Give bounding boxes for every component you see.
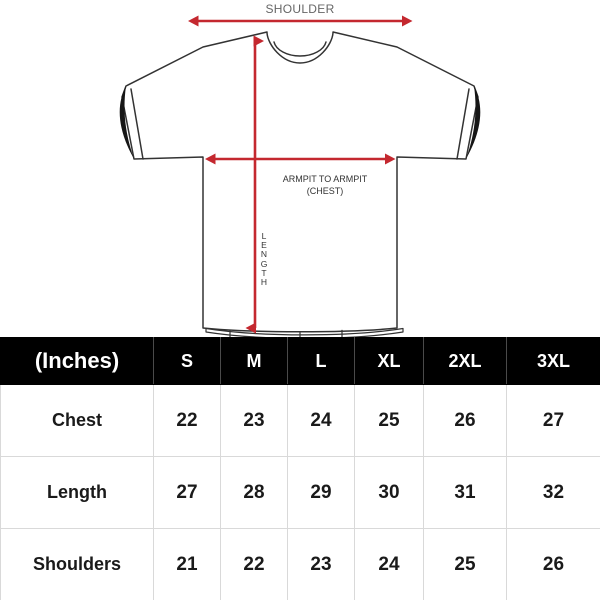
svg-text:ARMPIT TO ARMPIT: ARMPIT TO ARMPIT <box>283 174 368 184</box>
svg-text:H: H <box>261 277 267 287</box>
svg-text:SHOULDER: SHOULDER <box>265 2 334 16</box>
svg-text:(CHEST): (CHEST) <box>307 186 344 196</box>
svg-text:N: N <box>261 249 267 259</box>
